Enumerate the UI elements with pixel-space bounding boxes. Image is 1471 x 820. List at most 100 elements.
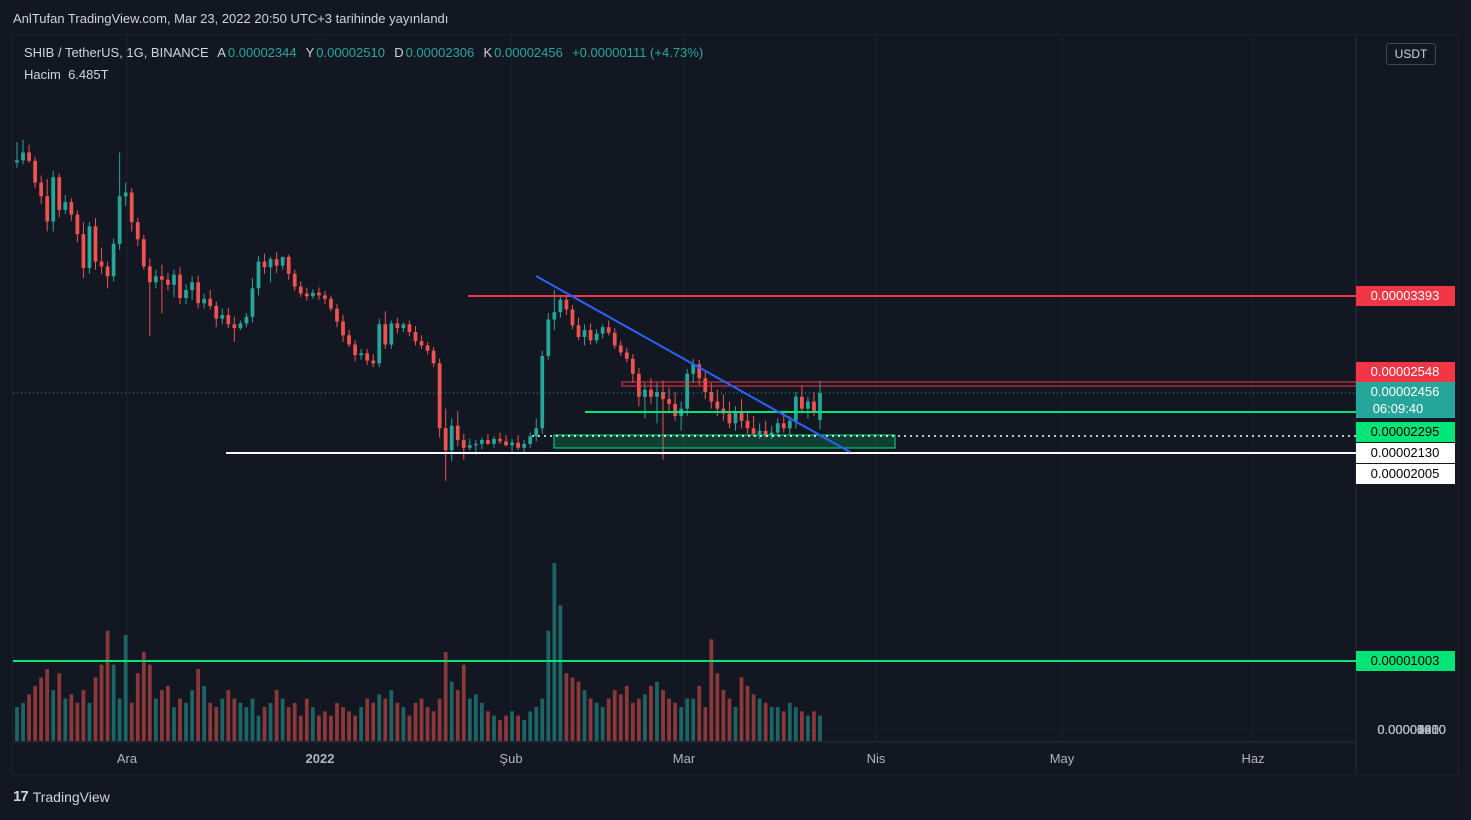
candle-body: [166, 279, 170, 285]
candle-body: [147, 266, 152, 283]
candle-body: [467, 445, 472, 448]
time-tick: Haz: [1241, 751, 1264, 766]
price-axis: 0.000080000.000070000.000060000.00005000…: [1377, 722, 1446, 737]
legend-symbol[interactable]: SHIB / TetherUS, 1G, BINANCE: [24, 45, 209, 60]
volume-bar: [709, 639, 714, 741]
volume-bar: [492, 715, 496, 741]
volume-bar: [244, 707, 249, 741]
candle-body: [389, 323, 394, 345]
candle-body: [630, 358, 635, 374]
volume-bar: [323, 711, 327, 741]
candle-body: [323, 295, 327, 299]
volume-bar: [39, 677, 44, 741]
volume-bar: [105, 630, 110, 741]
price-tick: 0.00005000: [1377, 722, 1446, 737]
volume-bar: [419, 698, 424, 741]
candle-body: [244, 316, 249, 324]
candle-body: [353, 344, 357, 356]
volume-bar: [649, 685, 653, 741]
volume-bar: [721, 690, 726, 741]
price-tag-bg: [1356, 382, 1455, 418]
volume-bar: [697, 685, 702, 741]
volume-bar: [606, 698, 611, 741]
candle-body: [643, 389, 647, 397]
price-tag-label: 0.00002130: [1371, 445, 1440, 460]
candle-body: [280, 256, 285, 266]
volume-bar: [268, 702, 273, 741]
volume-bar: [739, 677, 744, 741]
time-tick: May: [1050, 751, 1075, 766]
candle-body: [492, 438, 496, 444]
volume-bar: [637, 698, 641, 741]
candle-body: [202, 298, 207, 304]
volume-bar: [679, 707, 684, 741]
price-tag-label: 0.00002295: [1371, 424, 1440, 439]
candle-body: [117, 196, 122, 244]
volume-bar: [806, 715, 810, 741]
volume-bar: [292, 702, 297, 741]
candle-body: [232, 324, 237, 329]
volume-bar: [570, 677, 575, 741]
volume-bar: [558, 605, 563, 741]
volume-bar: [751, 694, 756, 741]
volume-bar: [123, 635, 128, 741]
volume-bar: [401, 707, 406, 741]
volume-bar: [117, 698, 122, 741]
price-tags: 0.00003393 0.00002548 0.00002456 06:09:40 0.…: [1356, 286, 1455, 671]
volume-bar: [166, 685, 170, 741]
candle-body: [214, 305, 219, 319]
volume-bar: [75, 702, 80, 741]
candle-body: [697, 364, 702, 379]
volume-bar: [190, 690, 194, 741]
price-unit-badge[interactable]: USDT: [1386, 43, 1436, 65]
volume-bar: [141, 652, 146, 741]
candle-body: [594, 333, 599, 341]
publish-info: AnlTufan TradingView.com, Mar 23, 2022 2…: [13, 11, 449, 26]
tradingview-logo-icon: 17: [13, 788, 29, 805]
volume-bar: [800, 711, 804, 741]
drawings: [13, 275, 1357, 662]
candle-body: [570, 309, 575, 326]
candle-body: [510, 442, 514, 446]
volume-bar: [129, 702, 134, 741]
candle-body: [618, 345, 623, 353]
top-bar: AnlTufan TradingView.com, Mar 23, 2022 2…: [0, 0, 1471, 34]
candle-body: [286, 256, 291, 274]
volume-bar: [359, 707, 364, 741]
volume-bar: [461, 664, 466, 741]
volume-bar: [274, 690, 279, 741]
volume-bar: [727, 698, 732, 741]
candle-body: [341, 321, 345, 336]
candle-body: [262, 261, 267, 268]
volume-bar: [552, 563, 557, 741]
candle-body: [775, 423, 780, 433]
candle-body: [93, 226, 98, 262]
footer-branding[interactable]: 17 TradingView: [13, 788, 110, 805]
price-tick: 0.00003000: [1377, 722, 1446, 737]
candle-body: [39, 182, 44, 197]
price-tick: 0.00000800: [1377, 722, 1446, 737]
volume-bar: [51, 690, 56, 741]
volume-bar: [600, 707, 605, 741]
volume-bar: [226, 690, 231, 741]
candle-body: [377, 324, 382, 364]
price-tag-bg: [1356, 464, 1455, 484]
volume-bar: [480, 702, 484, 741]
legend-volume: Hacim 6.485T: [24, 67, 109, 82]
candle-body: [57, 177, 62, 210]
candle-body: [317, 292, 321, 296]
volume-bar: [178, 698, 182, 741]
candle-body: [781, 423, 786, 429]
volume-bar: [787, 702, 792, 741]
candle-body: [449, 425, 454, 451]
candle-body: [582, 330, 587, 337]
candle-body: [685, 373, 690, 409]
candle-body: [99, 261, 104, 267]
candle-body: [304, 293, 309, 297]
candle-body: [806, 401, 810, 409]
volume-bar: [389, 690, 394, 741]
candle-body: [787, 420, 792, 429]
chart-frame[interactable]: [12, 34, 1459, 775]
candle-body: [564, 299, 569, 310]
